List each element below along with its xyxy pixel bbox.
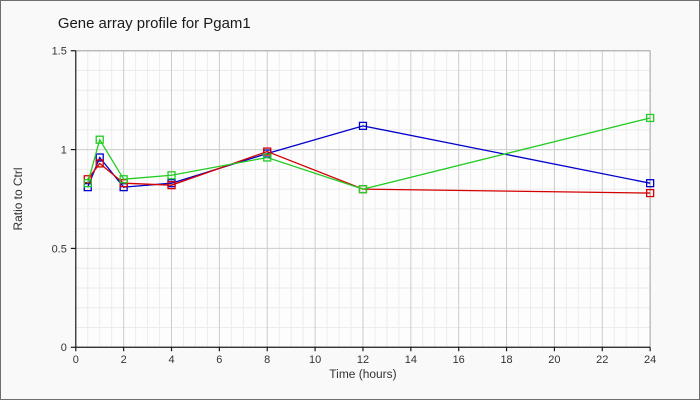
- chart-title: Gene array profile for Pgam1: [58, 15, 251, 32]
- data-point-marker-green: [119, 175, 128, 184]
- x-tick-label: 22: [596, 354, 608, 366]
- y-tick-label: 1.5: [52, 46, 67, 58]
- data-point-marker-green: [263, 153, 272, 162]
- x-tick-label: 14: [405, 354, 417, 366]
- x-axis-label: Time (hours): [329, 367, 396, 381]
- data-point-marker-green: [358, 184, 368, 194]
- x-tick-label: 18: [500, 354, 512, 366]
- series-green-line: [87, 117, 651, 190]
- x-tick-label: 8: [264, 354, 270, 366]
- x-tick-label: 10: [309, 354, 321, 366]
- x-tick-label: 6: [216, 354, 222, 366]
- x-tick-label: 12: [357, 354, 369, 366]
- x-tick-label: 20: [548, 354, 560, 366]
- series-blue-line: [87, 125, 651, 188]
- y-axis-label: Ratio to Ctrl: [11, 168, 25, 231]
- major-gridlines: [75, 50, 651, 348]
- x-tick-label: 24: [644, 354, 656, 366]
- y-tick-label: 0.5: [52, 243, 67, 255]
- data-point-marker-green: [83, 179, 92, 188]
- data-point-marker-green: [167, 171, 176, 180]
- data-point-marker-red: [95, 159, 104, 168]
- data-point-marker-green: [646, 113, 655, 123]
- data-point-marker-blue: [358, 121, 368, 130]
- data-point-marker-green: [95, 135, 104, 144]
- data-point-marker-red: [167, 181, 176, 190]
- plot-border: [75, 50, 651, 348]
- x-tick-label: 16: [453, 354, 465, 366]
- x-tick-label: 0: [73, 354, 79, 366]
- data-point-marker-blue: [95, 153, 104, 162]
- y-tick-label: 1: [61, 145, 67, 157]
- x-tick-label: 2: [121, 354, 127, 366]
- x-tick-label: 4: [168, 354, 174, 366]
- series-green: [83, 113, 655, 194]
- data-point-marker-red: [646, 188, 655, 198]
- data-point-marker-red: [263, 147, 272, 156]
- data-point-marker-blue: [646, 179, 655, 188]
- y-tick-label: 0: [61, 342, 67, 354]
